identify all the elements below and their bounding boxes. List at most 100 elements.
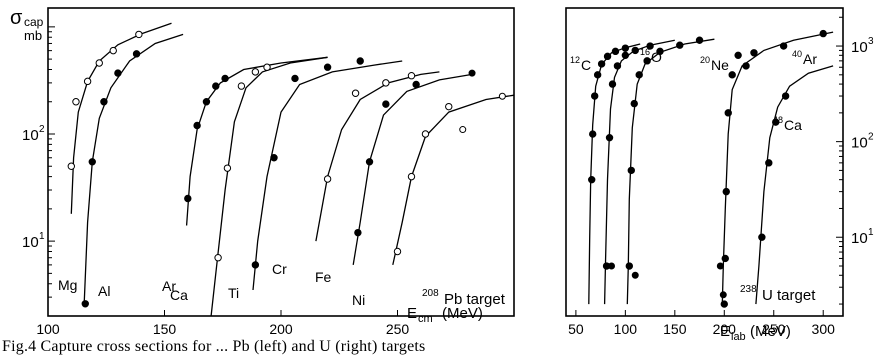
- data-point: [67, 162, 76, 170]
- x-tick-label: 250: [386, 321, 410, 337]
- figure-caption: Fig.4 Capture cross sections for ... Pb …: [2, 338, 426, 355]
- y-tick-label-base: 10: [851, 230, 868, 247]
- data-point: [728, 71, 736, 79]
- data-point: [214, 254, 222, 262]
- data-point: [630, 99, 638, 108]
- series-label-ni: Ni: [352, 292, 365, 308]
- data-point: [382, 100, 390, 108]
- x-axis-label: E: [407, 305, 417, 322]
- curve-fe: [352, 73, 473, 266]
- data-point: [590, 92, 599, 100]
- data-point: [212, 82, 220, 90]
- data-point: [365, 158, 374, 166]
- data-point: [193, 121, 201, 130]
- series-label-mass: 20: [700, 55, 710, 65]
- y-tick-label-base: 10: [851, 135, 868, 152]
- data-point: [719, 291, 727, 299]
- data-point: [720, 300, 728, 308]
- data-point: [72, 98, 80, 106]
- data-point: [95, 59, 103, 67]
- data-point: [779, 42, 788, 50]
- target-label-text: U target: [762, 287, 816, 304]
- curve-ar: [185, 56, 328, 226]
- series-label-ar: Ar: [803, 51, 817, 67]
- x-axis-label-sub: cm: [418, 313, 433, 325]
- data-point: [589, 130, 597, 138]
- curve-40ar: [721, 31, 834, 305]
- data-point: [498, 92, 506, 100]
- x-axis-label-sub: lab: [731, 331, 746, 343]
- data-point: [605, 133, 614, 142]
- data-point: [635, 71, 643, 79]
- data-point: [459, 126, 467, 134]
- series-label-ar: Ar: [162, 278, 176, 294]
- curve-al: [83, 33, 184, 306]
- data-point: [781, 92, 790, 100]
- data-point: [407, 172, 416, 181]
- data-point: [81, 300, 89, 308]
- data-point: [724, 109, 732, 117]
- target-label-mass: 208: [422, 288, 439, 299]
- data-point: [608, 80, 617, 88]
- curve-48ca: [755, 65, 834, 305]
- data-point: [716, 262, 724, 270]
- data-point: [627, 166, 635, 175]
- data-point: [765, 159, 773, 167]
- curve-ca: [210, 56, 328, 317]
- data-point: [721, 254, 729, 263]
- data-point: [676, 41, 684, 49]
- curve-16o: [603, 39, 675, 305]
- y-axis-sub: cap: [24, 15, 44, 29]
- data-point: [631, 271, 639, 279]
- y-tick-label-base: 10: [22, 127, 39, 144]
- data-point: [354, 228, 362, 237]
- data-point: [656, 47, 664, 56]
- data-point: [625, 262, 634, 270]
- y-axis-sigma: σ: [10, 7, 23, 29]
- x-tick-label: 300: [812, 321, 836, 337]
- data-point: [734, 51, 742, 60]
- data-point: [382, 79, 390, 87]
- curve-cr: [315, 71, 440, 242]
- y-tick-label-exp: 1: [868, 227, 874, 238]
- data-point: [251, 68, 260, 76]
- data-point: [114, 69, 122, 77]
- data-point: [83, 77, 92, 86]
- data-point: [819, 29, 827, 38]
- data-point: [621, 44, 630, 52]
- data-point: [351, 89, 360, 97]
- y-tick-label-base: 10: [22, 234, 39, 251]
- target-label-text: Pb target: [444, 291, 506, 308]
- curve-mg: [70, 22, 172, 214]
- data-point: [613, 62, 622, 70]
- y-axis-label: σ cap mb: [10, 7, 44, 43]
- curve-20ne: [626, 38, 715, 305]
- series-label-mass: 40: [792, 49, 802, 59]
- data-point: [88, 158, 96, 166]
- x-tick-label: 50: [568, 321, 584, 337]
- data-point: [646, 42, 654, 50]
- data-point: [742, 62, 750, 70]
- data-point: [588, 175, 596, 184]
- series-label-ca: Ca: [170, 287, 188, 303]
- data-point: [621, 51, 630, 60]
- x-axis-unit: (MeV): [442, 305, 483, 322]
- series-label-fe: Fe: [315, 269, 332, 285]
- y-tick-label-exp: 3: [868, 36, 874, 47]
- data-point: [223, 164, 232, 172]
- data-point: [603, 52, 612, 61]
- x-tick-label: 150: [663, 321, 687, 337]
- y-axis-unit: mb: [24, 28, 42, 43]
- series-label-cr: Cr: [272, 261, 287, 277]
- data-point: [323, 175, 332, 183]
- data-point: [593, 71, 602, 79]
- data-point: [100, 98, 108, 106]
- data-point: [722, 187, 730, 196]
- y-tick-label-exp: 2: [39, 124, 45, 135]
- data-point: [323, 63, 332, 71]
- data-point: [750, 49, 758, 57]
- data-point: [237, 82, 246, 90]
